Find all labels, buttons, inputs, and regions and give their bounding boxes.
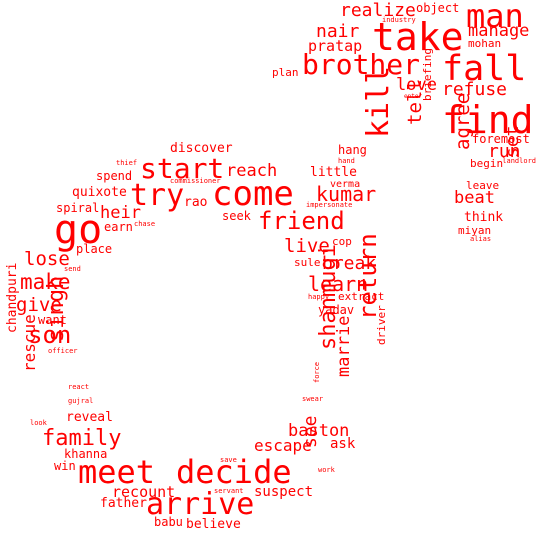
word-commissioner: commissioner: [170, 177, 221, 185]
word-happy: happy: [308, 293, 330, 301]
word-kill: kill: [361, 65, 396, 138]
word-man: man: [466, 0, 524, 35]
word-father: father: [100, 496, 147, 511]
word-marrie: marrie: [334, 315, 354, 377]
word-rao: rao: [184, 195, 208, 210]
word-yadav: yadav: [318, 303, 355, 317]
word-baston: baston: [288, 421, 350, 441]
word-reach: reach: [226, 161, 278, 181]
word-live: live: [284, 235, 330, 257]
word-agree: agree: [452, 92, 474, 150]
word-verma: verma: [330, 179, 361, 190]
word-khanna: khanna: [64, 447, 108, 461]
word-little: little: [310, 165, 357, 180]
word-spiral: spiral: [56, 201, 100, 215]
word-win: win: [54, 459, 76, 473]
word-thief: thief: [116, 159, 138, 167]
word-gujral: gujral: [68, 397, 94, 405]
word-try: try: [130, 178, 185, 213]
word-learn: learn: [308, 272, 369, 296]
word-hang: hang: [338, 143, 367, 157]
word-save: save: [220, 456, 237, 464]
word-go: go: [54, 207, 103, 253]
word-alias: alias: [470, 235, 492, 243]
word-ask: ask: [330, 436, 356, 452]
word-start: start: [140, 152, 225, 185]
word-earn: earn: [104, 220, 133, 234]
word-give: give: [16, 294, 62, 316]
word-landlord: landlord: [502, 157, 536, 165]
word-chandpuri: chandpuri: [5, 262, 20, 333]
word-discover: discover: [170, 141, 233, 156]
word-seek: seek: [222, 209, 251, 223]
word-come: come: [212, 174, 294, 214]
word-swear: swear: [302, 395, 324, 403]
word-cop: cop: [332, 235, 352, 248]
word-extract: extract: [338, 290, 385, 303]
word-fall: fall: [442, 49, 527, 89]
word-impersonate: impersonate: [306, 201, 353, 209]
word-find: find: [442, 98, 534, 142]
word-heir: heir: [100, 203, 141, 223]
word-plan: plan: [272, 66, 299, 79]
word-family: family: [42, 426, 122, 451]
word-think: think: [464, 210, 504, 225]
word-refuse: refuse: [442, 79, 508, 100]
word-meet: meet: [78, 453, 156, 491]
word-kumar: kumar: [316, 182, 377, 206]
word-work: work: [318, 466, 335, 474]
word-run: run: [488, 141, 521, 162]
word-spend: spend: [96, 169, 133, 183]
word-manage: manage: [468, 21, 530, 41]
word-pratap: pratap: [308, 37, 363, 55]
word-decide: decide: [176, 453, 292, 491]
word-miyan: miyan: [458, 224, 492, 237]
word-sule: sule: [294, 256, 321, 269]
word-driver: driver: [375, 305, 388, 345]
word-brother: brother: [302, 48, 421, 81]
word-beat: beat: [454, 188, 495, 208]
word-force: force: [313, 361, 321, 383]
word-son: son: [28, 321, 72, 349]
word-react: react: [68, 383, 90, 391]
word-chase: chase: [134, 220, 156, 228]
word-industry: industry: [382, 16, 416, 24]
word-arrive: arrive: [146, 487, 255, 522]
word-make: make: [20, 270, 71, 294]
word-lose: lose: [24, 248, 70, 270]
word-look: look: [30, 419, 47, 427]
word-nair: nair: [316, 21, 360, 42]
word-quixote: quixote: [72, 185, 127, 200]
word-believe: believe: [186, 517, 241, 532]
word-object: object: [416, 1, 460, 15]
word-love: love: [396, 75, 437, 95]
word-realize: realize: [340, 0, 416, 21]
word-foremost: foremost: [472, 132, 530, 146]
word-break: break: [322, 253, 377, 274]
word-rescue: rescue: [20, 314, 39, 372]
word-mohan: mohan: [468, 37, 502, 50]
word-briefing: briefing: [421, 48, 434, 101]
word-escape: escape: [254, 436, 312, 455]
word-suspect: suspect: [254, 484, 314, 500]
word-begin: begin: [470, 157, 504, 170]
word-friend: friend: [258, 207, 345, 235]
word-leave: leave: [466, 179, 500, 192]
word-enter: enter: [404, 93, 423, 100]
word-hand: hand: [338, 157, 355, 165]
word-servant: servant: [214, 487, 244, 495]
word-send: send: [64, 265, 81, 273]
word-babu: babu: [154, 515, 183, 529]
word-want: want: [38, 313, 67, 327]
word-place: place: [76, 242, 113, 256]
word-officer: officer: [48, 347, 78, 355]
word-take: take: [372, 15, 464, 59]
word-recount: recount: [112, 483, 176, 501]
word-reveal: reveal: [66, 410, 113, 425]
